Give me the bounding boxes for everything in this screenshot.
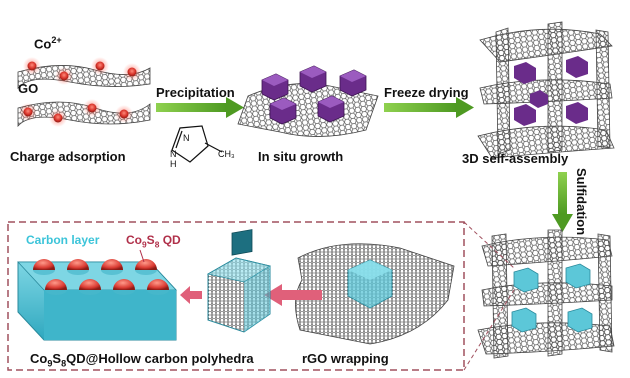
cobalt-ion-label: Co2+ <box>34 35 62 52</box>
molecule-n-label: N <box>183 133 190 143</box>
sulfidation-label: Sulfidation <box>574 168 589 236</box>
in-situ-growth-sheet <box>237 65 379 137</box>
go-label: GO <box>18 81 39 96</box>
zif-polyhedra <box>261 65 367 125</box>
sulfidized-frame <box>477 229 615 359</box>
qd-label: Co9S8 QD <box>126 233 181 250</box>
rgo-wrapping-label: rGO wrapping <box>302 351 389 366</box>
detail-dashed-box <box>7 221 465 371</box>
precipitation-label: Precipitation <box>156 85 235 100</box>
cobalt-sulfide-qd-domes <box>33 259 169 295</box>
go-sheets-with-cobalt <box>17 57 151 128</box>
molecule-ch3-label: CH₃ <box>218 149 235 159</box>
carbon-layer-label: Carbon layer <box>26 233 100 247</box>
molecule-nh-label: N <box>170 149 177 159</box>
rgo-wrapped-polyhedron <box>295 243 455 345</box>
sulfidation-arrow <box>552 172 573 232</box>
cobalt-sulfide-polyhedra <box>511 263 593 333</box>
hollow-carbon-polyhedron <box>206 229 272 333</box>
cobalt-ions <box>19 57 141 127</box>
carbon-layer-slab <box>17 249 177 341</box>
slab-arrow <box>180 286 202 304</box>
freeze-drying-arrow <box>384 97 474 118</box>
final-product-label: Co9S8QD@Hollow carbon polyhedra <box>30 351 254 369</box>
precipitation-arrow <box>156 97 244 118</box>
self-assembly-label: 3D self-assembly <box>462 151 569 166</box>
zoom-guide-lines <box>463 221 515 371</box>
zif-polyhedra-assembled <box>514 56 588 126</box>
charge-adsorption-label: Charge adsorption <box>10 149 126 164</box>
molecule-h-label: H <box>170 159 177 169</box>
in-situ-growth-label: In situ growth <box>258 149 344 164</box>
self-assembly-frame <box>477 21 615 159</box>
methylimidazole-molecule <box>171 125 223 163</box>
freeze-drying-label: Freeze drying <box>384 85 469 100</box>
conversion-arrow <box>264 284 322 306</box>
